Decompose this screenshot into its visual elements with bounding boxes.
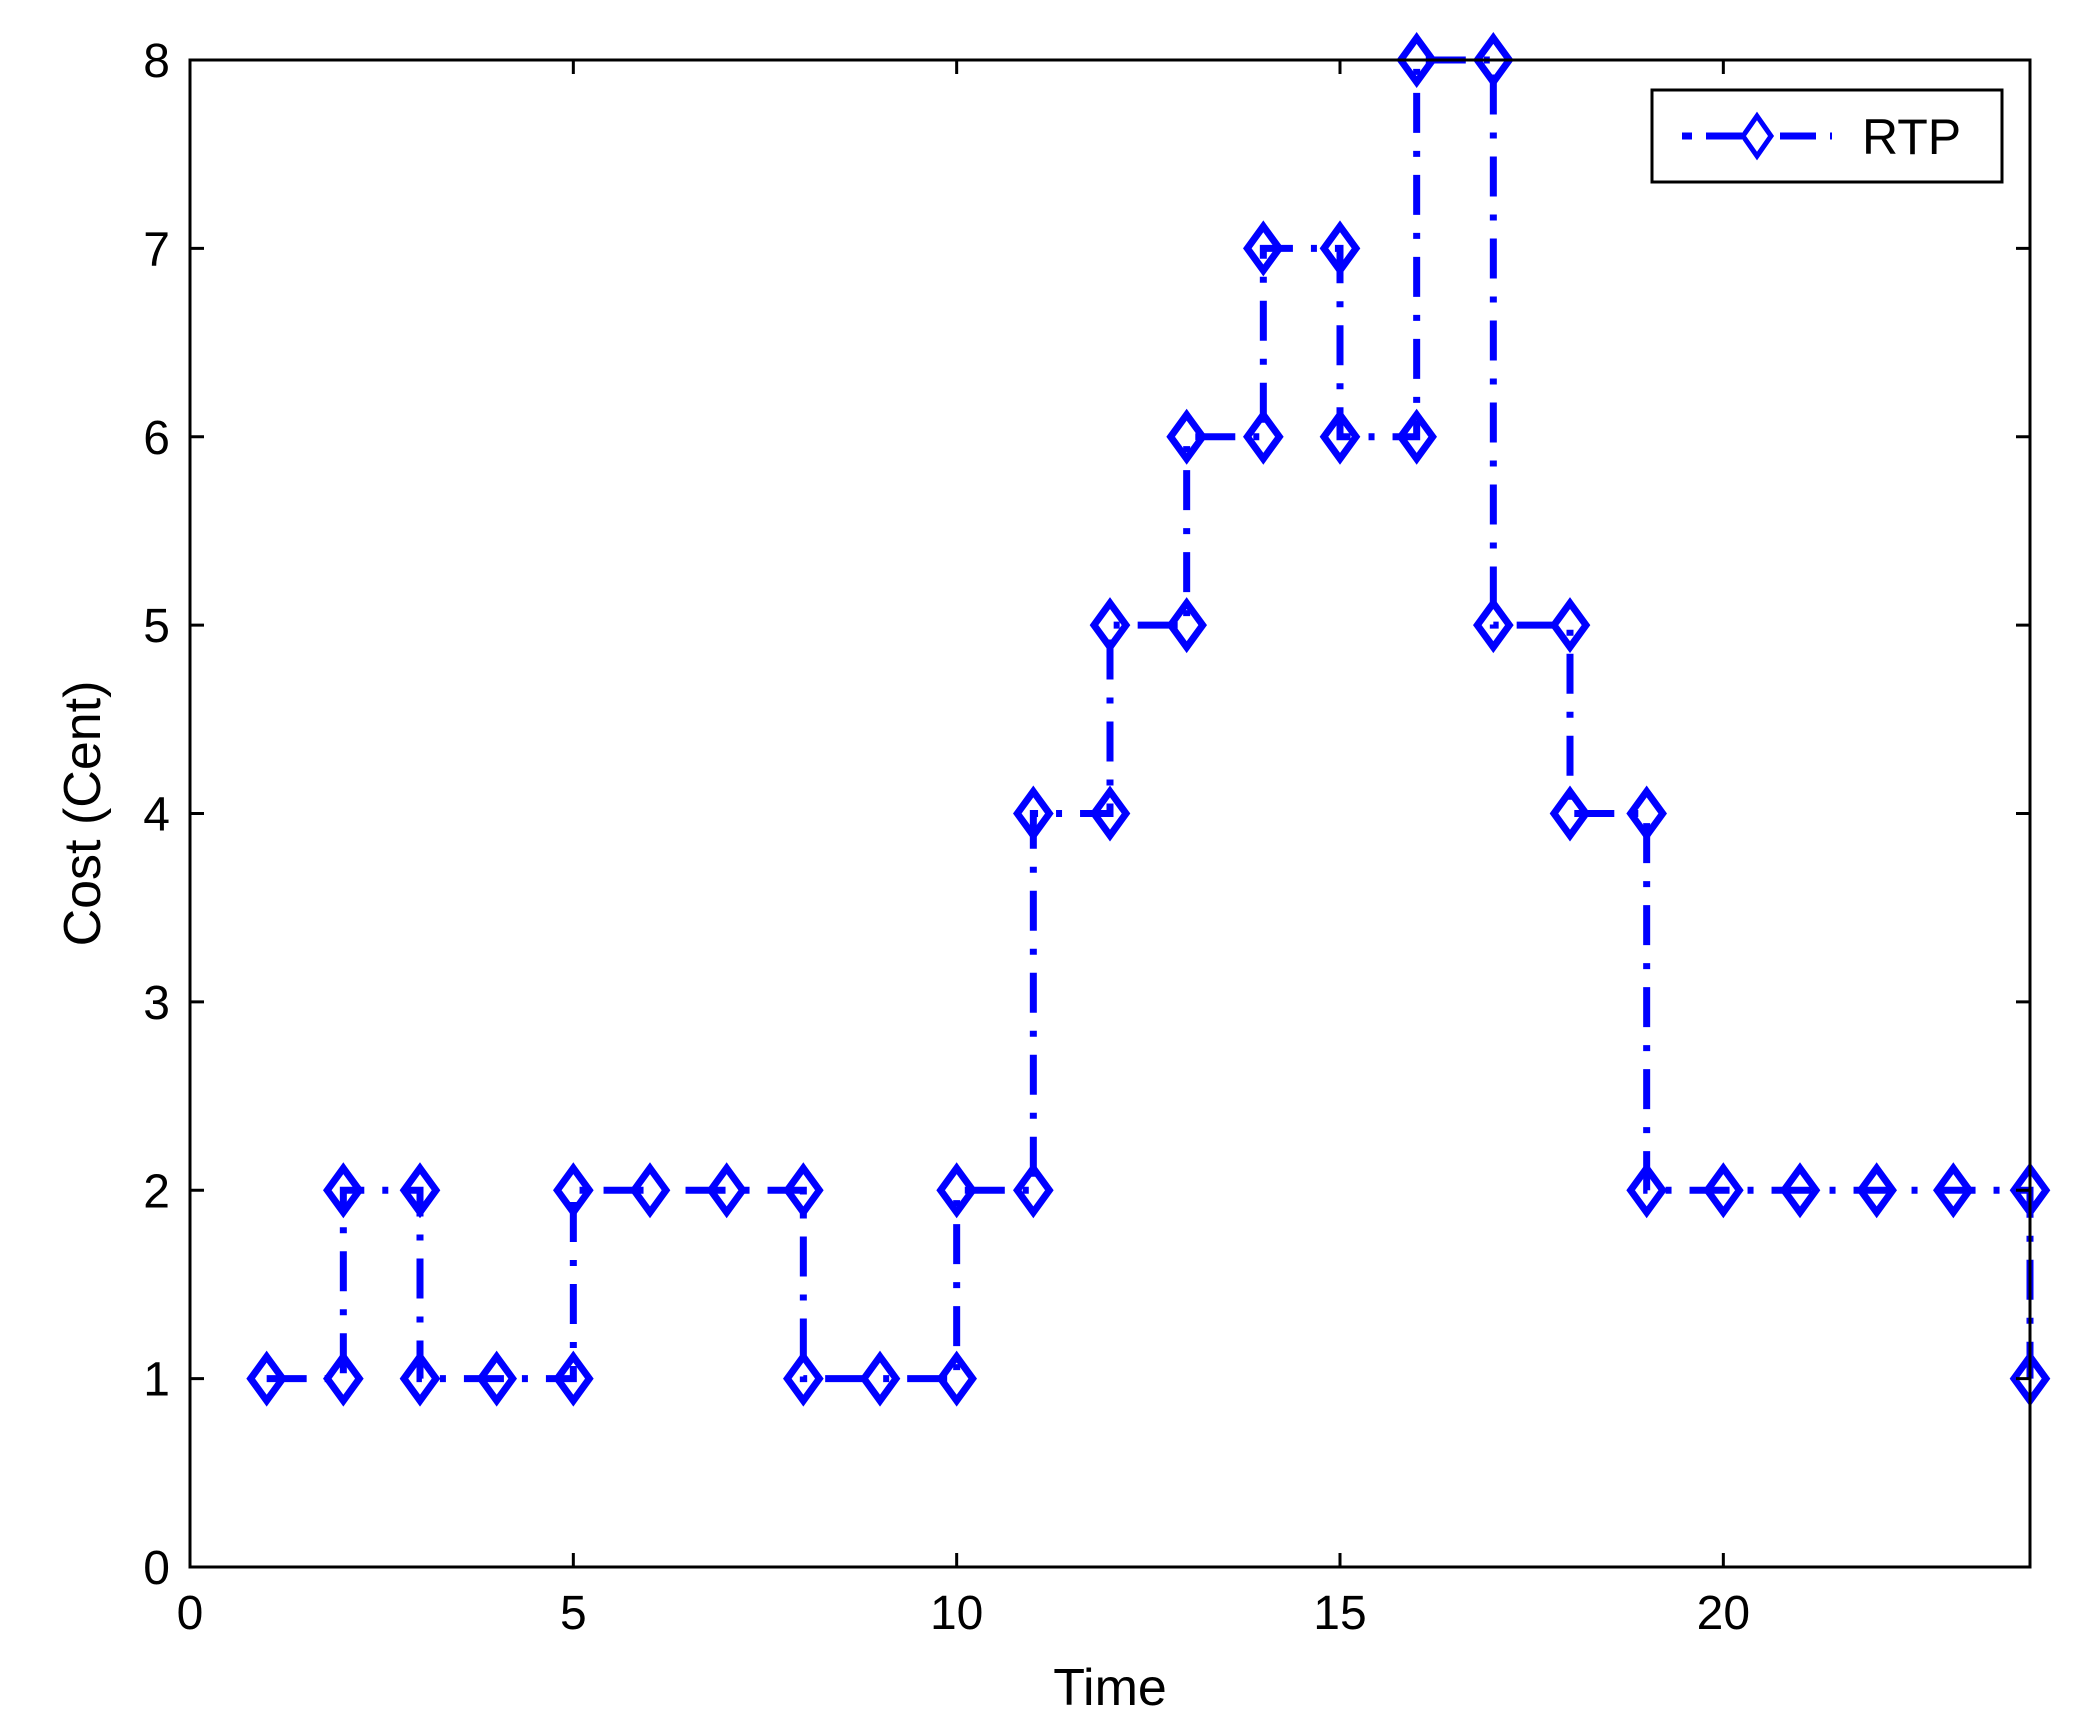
x-tick-label: 10 <box>930 1587 983 1640</box>
data-point-marker <box>1013 785 1054 842</box>
data-point-marker <box>1473 597 1514 654</box>
step-corner-marker <box>1473 32 1514 88</box>
data-point-marker <box>323 1162 364 1219</box>
data-point-marker <box>1089 597 1131 654</box>
data-point-marker <box>1549 785 1591 842</box>
y-tick-label: 7 <box>143 223 170 276</box>
data-point-marker <box>1396 32 1437 88</box>
data-point-marker <box>476 1350 517 1407</box>
step-corner-marker <box>783 1162 824 1219</box>
step-corner-marker <box>1243 408 1284 465</box>
data-point-marker <box>1243 220 1284 277</box>
y-tick-label: 3 <box>143 977 170 1030</box>
step-corner-marker <box>399 1162 441 1219</box>
data-point-marker <box>936 1162 977 1219</box>
data-point-marker <box>1856 1162 1897 1219</box>
data-point-marker <box>706 1162 747 1219</box>
step-corner-marker <box>1549 597 1591 654</box>
data-point-marker <box>1166 408 1207 465</box>
data-point-marker <box>1626 1162 1667 1219</box>
y-tick-label: 1 <box>143 1354 170 1407</box>
ticks-layer: 0 5 10 15 20 0 1 2 3 4 5 6 7 8 <box>143 35 2030 1640</box>
step-corner-marker <box>1626 785 1667 842</box>
step-corner-marker <box>323 1350 364 1407</box>
legend-marker-sample <box>1739 111 1775 161</box>
x-tick-label: 15 <box>1313 1587 1366 1640</box>
data-point-marker <box>553 1162 594 1219</box>
step-corner-marker <box>1319 220 1361 277</box>
y-tick-label: 6 <box>143 412 170 465</box>
legend: RTP <box>1650 88 2004 184</box>
y-tick-label: 5 <box>143 600 170 653</box>
x-tick-label: 0 <box>177 1587 204 1640</box>
y-axis-label: Cost (Cent) <box>54 681 112 947</box>
data-point-marker <box>1779 1162 1821 1219</box>
data-point-marker <box>859 1350 901 1407</box>
y-tick-label: 4 <box>143 789 170 842</box>
step-corner-marker <box>936 1350 977 1407</box>
step-corner-marker <box>1166 597 1207 654</box>
step-corner-marker <box>1013 1162 1054 1219</box>
step-corner-marker <box>553 1350 594 1407</box>
legend-entry-label: RTP <box>1862 109 1961 165</box>
data-point-marker <box>246 1350 287 1407</box>
y-tick-label: 8 <box>143 35 170 88</box>
data-point-marker <box>783 1350 824 1407</box>
data-point-marker <box>1933 1162 1974 1219</box>
data-point-marker <box>629 1162 671 1219</box>
series-line-rtp <box>266 56 2034 1383</box>
data-point-marker <box>1703 1162 1744 1219</box>
x-axis-label: Time <box>1053 1659 1167 1717</box>
data-point-marker <box>1319 408 1361 465</box>
x-tick-label: 20 <box>1697 1587 1750 1640</box>
y-tick-label: 0 <box>143 1542 170 1595</box>
step-corner-marker <box>1089 785 1131 842</box>
step-corner-marker <box>1396 408 1437 465</box>
data-point-marker <box>399 1350 441 1407</box>
x-tick-label: 5 <box>560 1587 587 1640</box>
y-tick-label: 2 <box>143 1165 170 1218</box>
